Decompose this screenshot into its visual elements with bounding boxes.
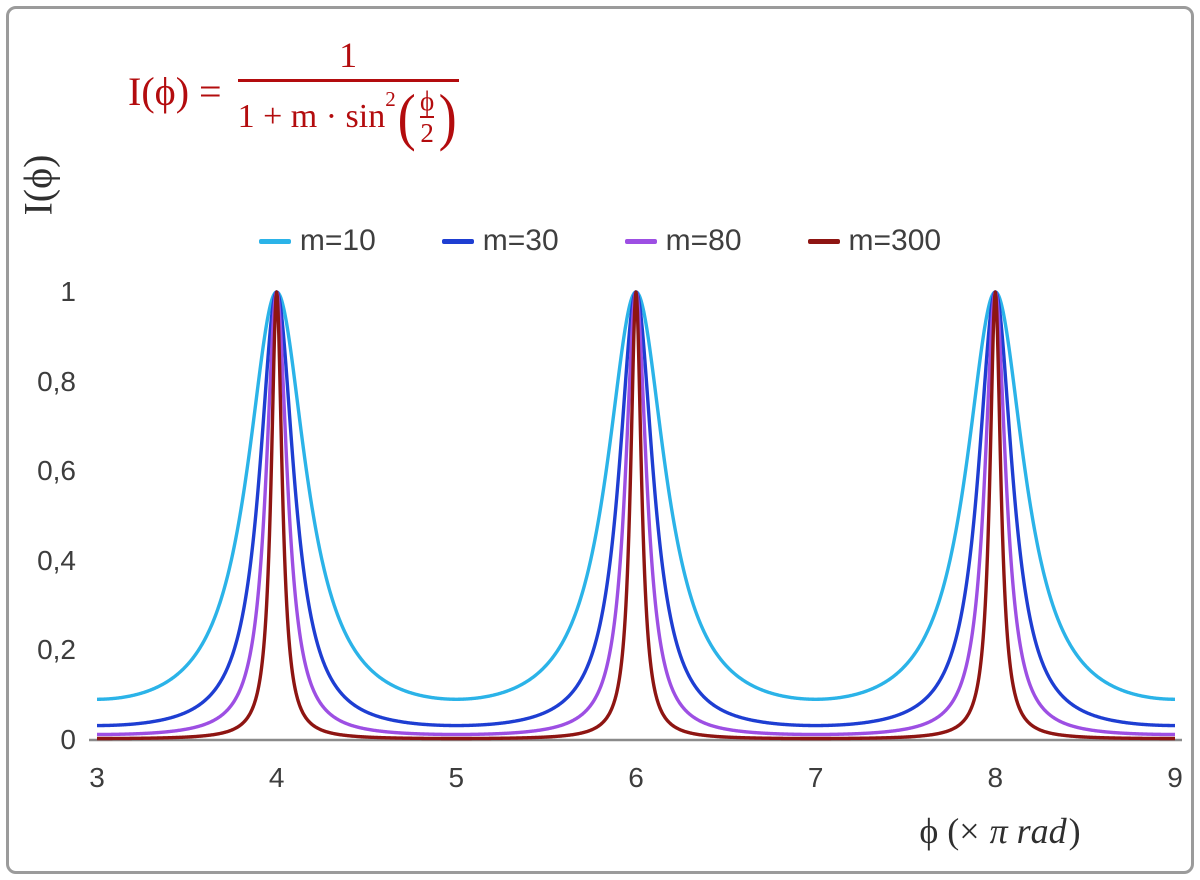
inner-numerator: ϕ [420, 85, 435, 116]
legend-label: m=300 [848, 224, 942, 257]
sin-exponent: 2 [385, 86, 396, 111]
y-axis-title: I(ϕ) [15, 154, 61, 216]
legend-swatch-m80 [624, 238, 657, 244]
x-axis-title-suffix: ) [1068, 811, 1081, 851]
formula-annotation: I(ϕ) = 1 1 + m · sin 2 ( ϕ 2 ) [128, 35, 459, 152]
fraction-bar [237, 78, 459, 82]
formula-numerator: 1 [339, 35, 358, 75]
curve-m=300 [96, 290, 1176, 741]
legend-item-m30: m=30 [441, 224, 559, 258]
legend-label: m=10 [299, 224, 376, 257]
legend-label: m=30 [482, 224, 559, 257]
legend-item-m10: m=10 [258, 224, 376, 258]
open-paren: ( [397, 80, 416, 152]
legend-swatch-m300 [807, 238, 840, 244]
inner-fraction-bar [420, 115, 435, 118]
formula-lhs: I(ϕ) = [128, 68, 222, 114]
x-axis-title-italic: π rad [989, 811, 1067, 851]
legend-item-m80: m=80 [624, 224, 742, 258]
curve-m=80 [96, 290, 1176, 737]
formula-denominator: 1 + m · sin 2 ( ϕ 2 ) [237, 80, 459, 152]
legend-label: m=80 [665, 224, 742, 257]
legend-item-m300: m=300 [807, 224, 942, 258]
curve-m=30 [96, 290, 1176, 728]
legend: m=10 m=30 m=80 m=300 [0, 224, 1200, 258]
formula-fraction: 1 1 + m · sin 2 ( ϕ 2 ) [237, 35, 459, 152]
inner-denominator: 2 [420, 117, 434, 148]
phi-over-two-fraction: ϕ 2 [420, 85, 435, 148]
close-paren: ) [438, 80, 457, 152]
x-axis-title-prefix: ϕ (× [919, 811, 980, 851]
x-axis-title: ϕ (× π rad) [919, 810, 1080, 852]
denominator-text: 1 + m · sin [237, 97, 386, 135]
legend-swatch-m30 [441, 238, 474, 244]
legend-swatch-m10 [258, 238, 291, 244]
